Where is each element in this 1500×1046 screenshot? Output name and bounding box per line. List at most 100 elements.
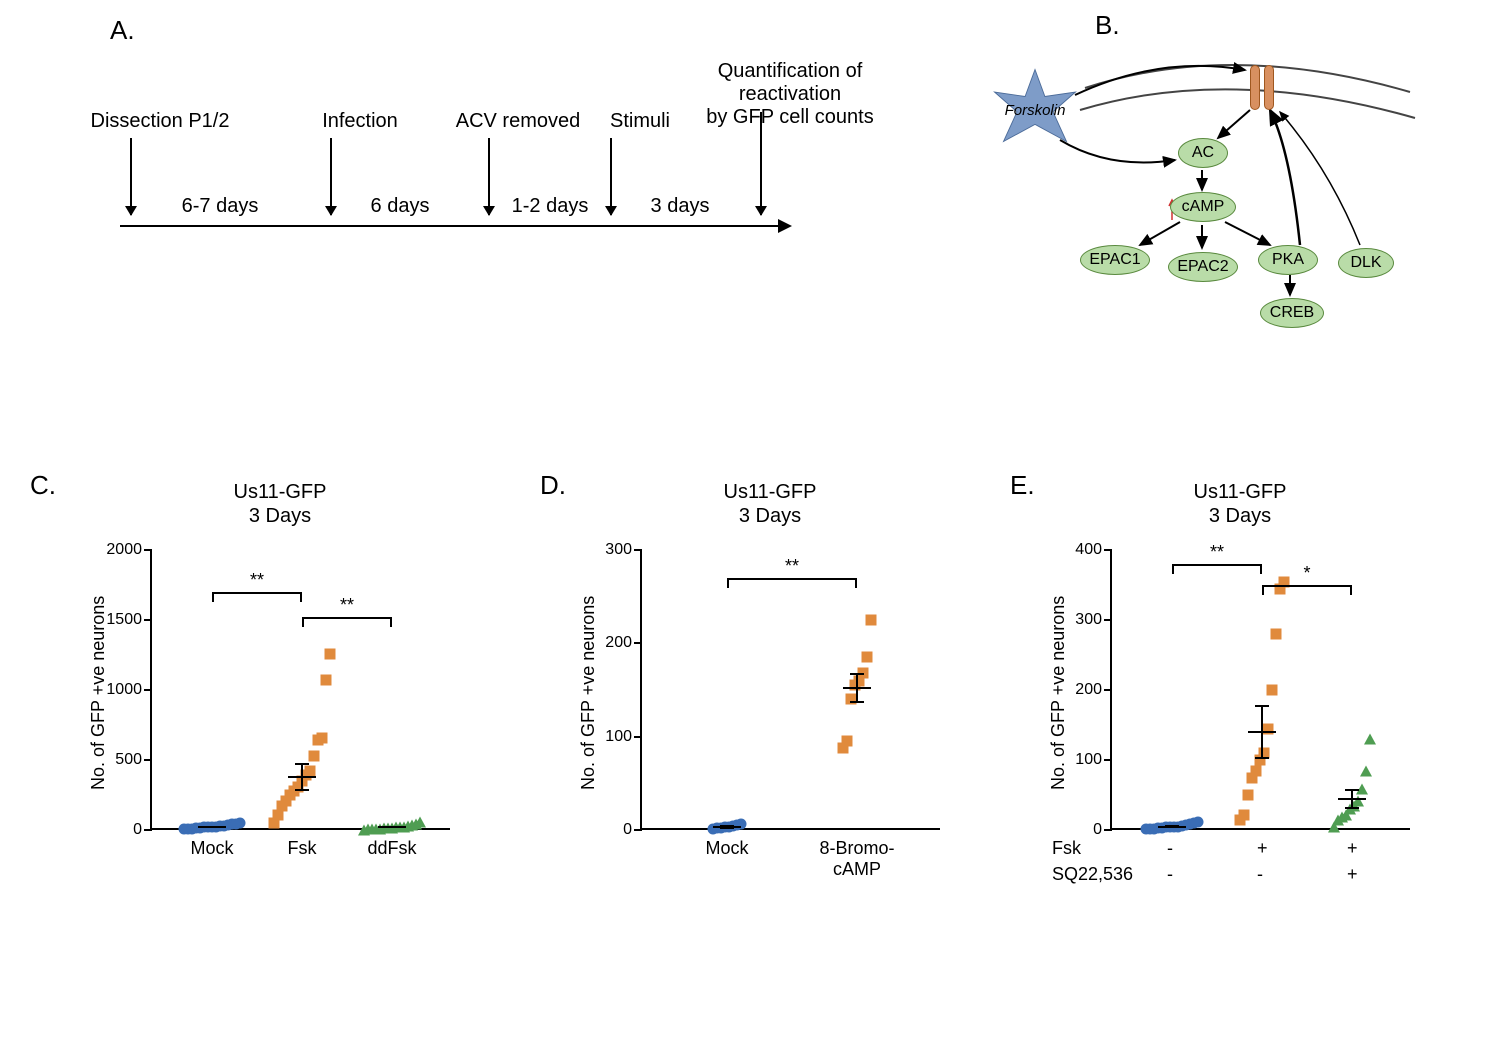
data-point <box>1239 809 1250 820</box>
timeline-event-arrow <box>330 138 332 215</box>
timeline-interval-label: 6 days <box>350 195 450 218</box>
significance-bracket <box>302 617 392 627</box>
timeline-event-arrow <box>610 138 612 215</box>
data-point <box>1360 765 1372 776</box>
mean-bar <box>198 826 226 828</box>
data-point <box>414 816 426 827</box>
ytick <box>634 736 642 738</box>
ytick <box>634 549 642 551</box>
data-point <box>321 675 332 686</box>
chart-title: Us11-GFP3 Days <box>1030 480 1450 528</box>
ytick <box>1104 619 1112 621</box>
xtick-label: Mock <box>705 838 748 859</box>
timeline-event-label: Quantification of reactivationby GFP cel… <box>700 60 880 129</box>
significance-bracket <box>212 592 302 602</box>
ytick <box>144 829 152 831</box>
ytick-label: 2000 <box>92 541 142 559</box>
timeline-interval-label: 3 days <box>630 195 730 218</box>
chart-title: Us11-GFP3 Days <box>70 480 490 528</box>
data-point <box>1271 629 1282 640</box>
significance-label: ** <box>340 595 354 616</box>
ytick <box>1104 759 1112 761</box>
data-point <box>846 694 857 705</box>
y-axis-label: No. of GFP +ve neurons <box>1048 596 1069 790</box>
x-row-value: - <box>1167 838 1173 859</box>
receptor-left <box>1250 65 1260 110</box>
x-row-value: - <box>1257 864 1263 885</box>
plot-area: 0500100015002000****MockFskddFsk <box>150 550 450 830</box>
pathway-diagram: Forskolin AC cAMP EPAC1 EPAC2 PKA CREB D… <box>980 30 1460 330</box>
node-dlk: DLK <box>1338 248 1394 278</box>
data-point <box>862 652 873 663</box>
panel-a-label: A. <box>110 15 135 46</box>
chart-c: Us11-GFP3 Days 0500100015002000****MockFs… <box>70 480 490 920</box>
mean-bar <box>713 826 741 828</box>
forskolin-star: Forskolin <box>990 65 1080 155</box>
mean-bar <box>288 776 316 778</box>
ytick <box>144 549 152 551</box>
ytick-label: 0 <box>92 821 142 839</box>
x-row-value: + <box>1347 838 1358 859</box>
xtick-label: ddFsk <box>367 838 416 859</box>
ytick <box>144 619 152 621</box>
chart-d: Us11-GFP3 Days 0100200300**Mock8-Bromo-cA… <box>560 480 980 920</box>
x-row-label: SQ22,536 <box>1052 864 1133 885</box>
receptor-right <box>1264 65 1274 110</box>
mean-bar <box>1338 798 1366 800</box>
chart-title: Us11-GFP3 Days <box>560 480 980 528</box>
y-axis-label: No. of GFP +ve neurons <box>88 596 109 790</box>
data-point <box>1267 685 1278 696</box>
chart-e: Us11-GFP3 Days 0100200300400***Fsk-++SQ22… <box>1030 480 1450 920</box>
mean-bar <box>1158 826 1186 828</box>
significance-label: ** <box>785 556 799 577</box>
x-row-value: + <box>1257 838 1268 859</box>
mean-bar <box>378 826 406 828</box>
data-point <box>1251 765 1262 776</box>
node-epac1: EPAC1 <box>1080 245 1150 275</box>
mean-bar <box>843 687 871 689</box>
forskolin-label: Forskolin <box>1005 102 1066 119</box>
y-axis-label: No. of GFP +ve neurons <box>578 596 599 790</box>
data-point <box>1193 816 1204 827</box>
significance-label: ** <box>1210 542 1224 563</box>
timeline-interval-label: 1-2 days <box>500 195 600 218</box>
ytick <box>634 829 642 831</box>
node-pka: PKA <box>1258 245 1318 275</box>
significance-bracket <box>1262 585 1352 595</box>
timeline-event-arrow <box>488 138 490 215</box>
data-point <box>842 736 853 747</box>
x-row-value: + <box>1347 864 1358 885</box>
node-epac2: EPAC2 <box>1168 252 1238 282</box>
xtick-label: Mock <box>190 838 233 859</box>
data-point <box>736 819 747 830</box>
plot-area: 0100200300**Mock8-Bromo-cAMP <box>640 550 940 830</box>
timeline-axis <box>120 225 780 227</box>
ytick-label: 400 <box>1052 541 1102 559</box>
significance-label: * <box>1303 563 1310 584</box>
data-point <box>1364 734 1376 745</box>
data-point <box>235 818 246 829</box>
timeline-event-label: Infection <box>270 110 450 133</box>
data-point <box>317 732 328 743</box>
ytick <box>144 689 152 691</box>
ytick <box>1104 689 1112 691</box>
data-point <box>309 750 320 761</box>
significance-bracket <box>1172 564 1262 574</box>
ytick <box>634 642 642 644</box>
timeline-event-arrow <box>130 138 132 215</box>
xtick-label: Fsk <box>288 838 317 859</box>
timeline-event-label: Dissection P1/2 <box>70 110 250 133</box>
ytick-label: 300 <box>582 541 632 559</box>
timeline-event-arrow <box>760 112 762 215</box>
mean-bar <box>1248 731 1276 733</box>
node-ac: AC <box>1178 138 1228 168</box>
ytick <box>1104 829 1112 831</box>
ytick-label: 0 <box>1052 821 1102 839</box>
plot-area: 0100200300400***Fsk-++SQ22,536--+ <box>1110 550 1410 830</box>
data-point <box>325 648 336 659</box>
node-creb: CREB <box>1260 298 1324 328</box>
xtick-label: 8-Bromo-cAMP <box>816 838 899 880</box>
ytick <box>144 759 152 761</box>
x-row-value: - <box>1167 864 1173 885</box>
ytick-label: 0 <box>582 821 632 839</box>
